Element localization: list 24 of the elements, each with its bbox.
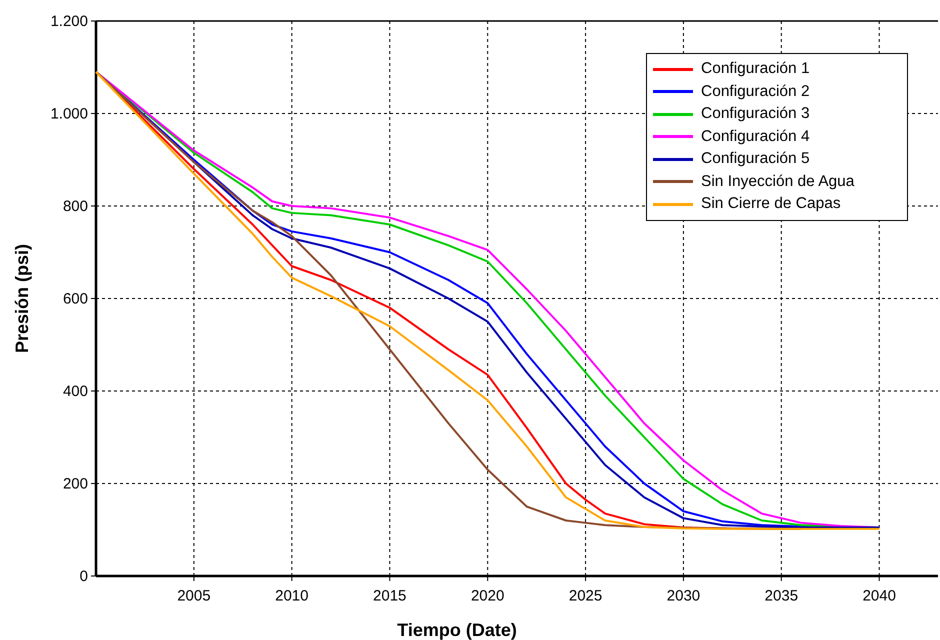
x-tick-label: 2020 xyxy=(470,588,504,604)
y-tick-label: 400 xyxy=(62,382,88,400)
x-tick-label: 2005 xyxy=(177,588,211,604)
y-tick-label: 600 xyxy=(62,290,88,308)
y-tick-label: 1.000 xyxy=(50,105,88,122)
x-tick-label: 2025 xyxy=(568,588,602,604)
x-tick-label: 2040 xyxy=(862,588,896,604)
y-tick-label: 800 xyxy=(62,198,88,215)
x-axis-title: Tiempo (Date) xyxy=(397,620,517,640)
x-tick-label: 2010 xyxy=(275,588,308,604)
x-tick-label: 2015 xyxy=(373,588,406,604)
x-tick-label: 2030 xyxy=(666,588,700,604)
legend-label: Configuración 2 xyxy=(701,82,810,101)
legend-label: Configuración 5 xyxy=(701,150,810,168)
legend-label: Sin Inyección de Agua xyxy=(701,172,854,191)
legend-label: Configuración 4 xyxy=(701,128,810,146)
legend-label: Configuración 1 xyxy=(701,60,810,78)
y-axis-title: Presión (psi) xyxy=(12,244,32,354)
legend-label: Configuración 3 xyxy=(701,105,810,124)
x-tick-label: 2035 xyxy=(764,588,798,604)
y-tick-label: 1.200 xyxy=(50,12,88,30)
y-tick-label: 0 xyxy=(80,568,88,585)
legend-label: Sin Cierre de Capas xyxy=(701,195,841,214)
y-tick-label: 200 xyxy=(62,475,88,492)
